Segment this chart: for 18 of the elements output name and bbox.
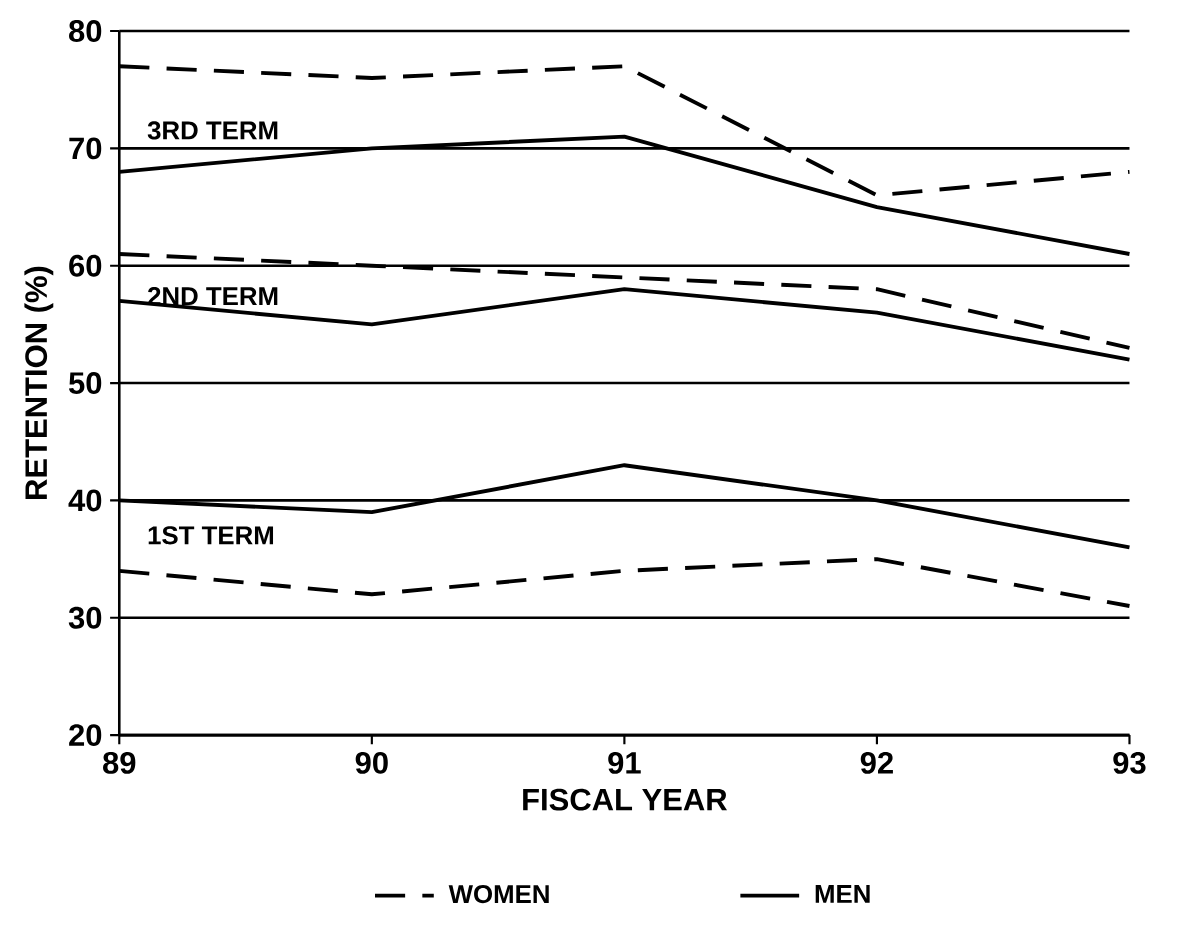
y-axis-title: RETENTION (%) <box>24 266 54 499</box>
y-tick-label: 80 <box>69 20 102 43</box>
y-tick-label: 20 <box>69 724 102 747</box>
legend-label: MEN <box>815 885 870 903</box>
y-tick-label: 40 <box>68 489 102 512</box>
x-tick-label: 93 <box>1113 751 1146 774</box>
y-tick-label: 70 <box>69 137 102 160</box>
x-tick-label: 91 <box>608 751 641 774</box>
x-axis-title: FISCAL YEAR <box>523 788 727 811</box>
y-tick-label: 50 <box>68 372 102 395</box>
x-tick-label: 90 <box>355 751 388 774</box>
y-tick-label: 60 <box>69 254 102 277</box>
x-tick-label: 92 <box>860 751 893 774</box>
annotation: 1ST TERM <box>148 526 274 545</box>
annotation: 3RD TERM <box>147 121 278 140</box>
y-tick-label: 30 <box>68 606 102 629</box>
x-tick-label: 89 <box>103 751 136 774</box>
legend-label: WOMEN <box>448 884 549 904</box>
